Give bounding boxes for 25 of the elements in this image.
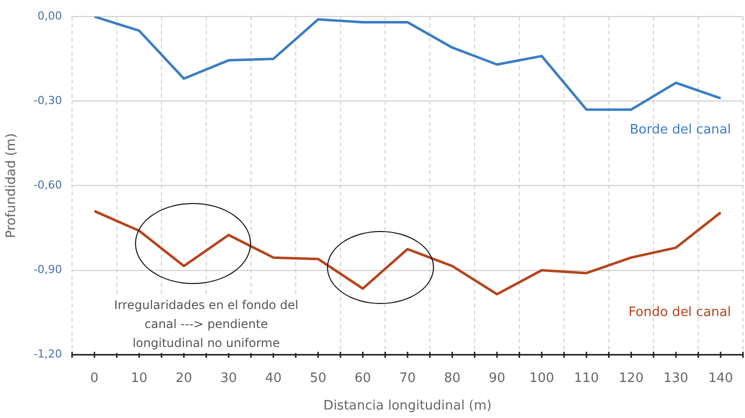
y-tick-label: -0,90	[34, 263, 62, 276]
x-tick-label: 0	[90, 370, 99, 386]
x-tick-label: 10	[130, 370, 148, 386]
x-tick-label: 60	[354, 370, 372, 386]
series-label: Borde del canal	[630, 122, 731, 138]
y-axis-title: Profundidad (m)	[4, 133, 20, 238]
x-tick-label: 40	[265, 370, 282, 386]
annotation: Irregularidades en el fondo del canal ---> pendiente longitudinal no uniforme	[111, 296, 302, 353]
x-tick-label: 70	[399, 370, 416, 386]
x-tick-label: 140	[708, 370, 734, 386]
text: Fondo del canal	[628, 304, 731, 320]
y-tick-label: 0,00	[38, 9, 62, 22]
y-tick-label: -0,60	[34, 178, 62, 192]
x-tick-label: 130	[663, 370, 688, 386]
x-tick-label: 110	[574, 370, 599, 386]
y-tick-label: -1,20	[34, 348, 62, 361]
x-tick-label: 20	[176, 370, 192, 386]
x-tick-label: 80	[444, 370, 461, 386]
x-tick-label: 90	[488, 370, 506, 386]
x-axis-title: Distancia longitudinal (m)	[323, 398, 492, 414]
x-tick-label: 30	[220, 370, 237, 386]
x-tick-label: 100	[529, 370, 554, 386]
y-tick-label: -0,30	[34, 94, 62, 108]
x-tick-label: 50	[310, 370, 326, 386]
x-tick-label: 120	[618, 370, 644, 386]
